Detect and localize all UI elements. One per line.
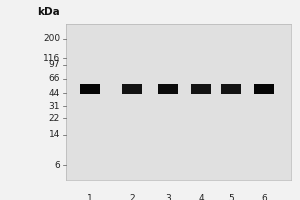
Bar [158,84,178,94]
Bar [122,84,142,94]
Text: 6: 6 [54,161,60,170]
Text: 2: 2 [129,194,135,200]
Bar [254,84,274,94]
Text: 1: 1 [87,194,93,200]
Bar [190,84,212,94]
Text: 200: 200 [43,34,60,43]
Bar [220,84,242,94]
Bar [66,24,291,180]
Text: 66: 66 [49,74,60,83]
Text: 97: 97 [49,60,60,69]
Text: 3: 3 [165,194,171,200]
Text: 4: 4 [198,194,204,200]
Text: 6: 6 [261,194,267,200]
Text: 116: 116 [43,54,60,63]
Text: 44: 44 [49,89,60,98]
Text: kDa: kDa [37,7,60,17]
Text: 22: 22 [49,114,60,123]
Text: 5: 5 [228,194,234,200]
Text: 31: 31 [49,102,60,111]
Bar [80,84,100,94]
Text: 14: 14 [49,130,60,139]
